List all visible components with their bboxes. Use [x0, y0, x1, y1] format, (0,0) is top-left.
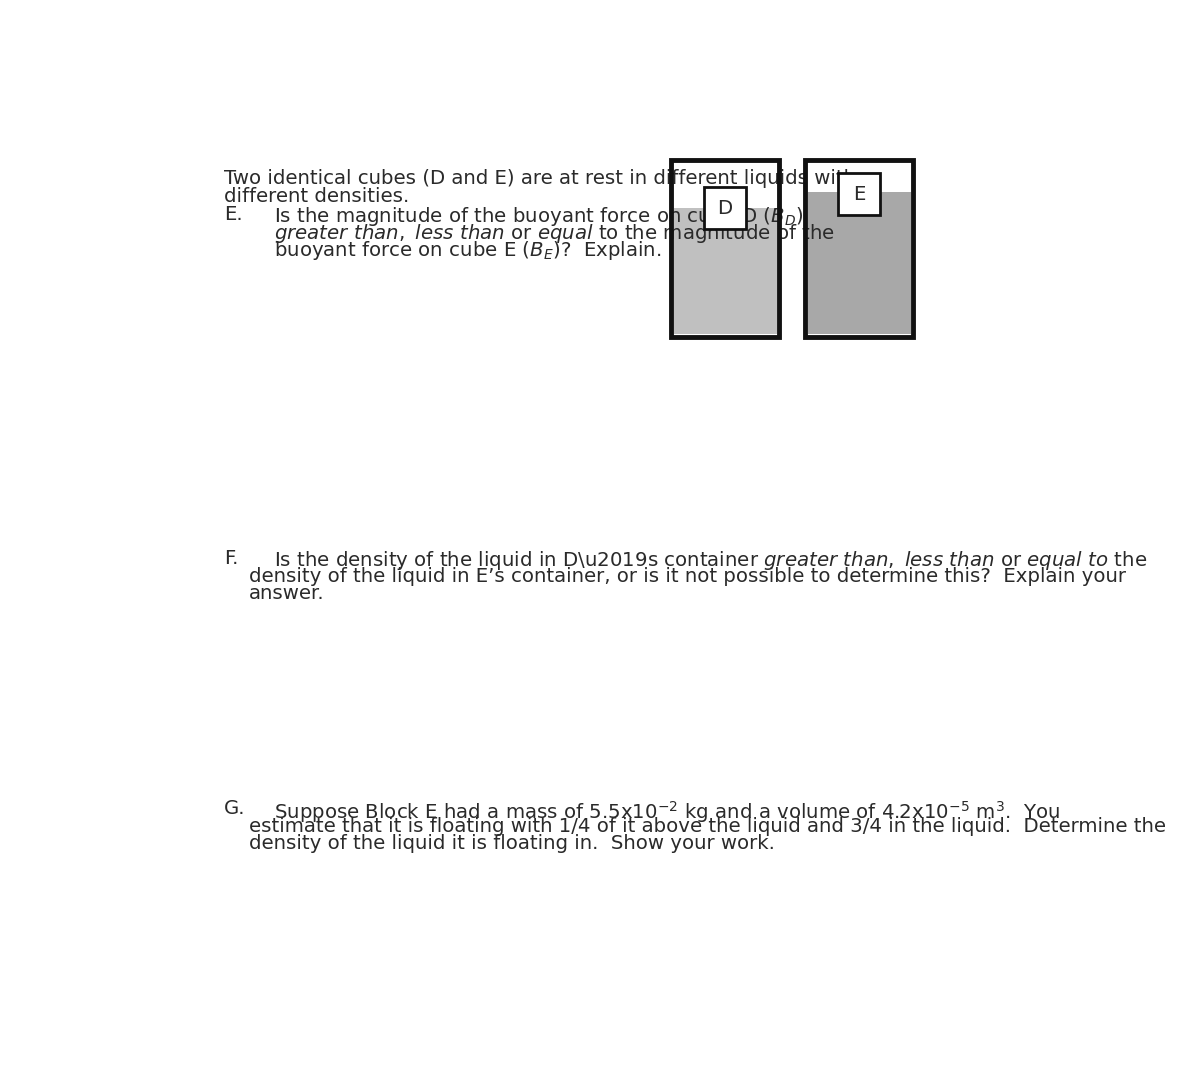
Text: buoyant force on cube E ($\mathit{B_E}$)?  Explain.: buoyant force on cube E ($\mathit{B_E}$)…: [274, 240, 661, 262]
Text: $\mathit{greater\ than,\ less\ than}$ or $\mathit{equal}$ to the magnitude of th: $\mathit{greater\ than,\ less\ than}$ or…: [274, 221, 835, 245]
Bar: [671, 160, 779, 337]
Bar: [703, 187, 746, 230]
Text: G.: G.: [223, 799, 245, 818]
Text: Suppose Block E had a mass of 5.5x10$^{-2}$ kg and a volume of 4.2x10$^{-5}$ m$^: Suppose Block E had a mass of 5.5x10$^{-…: [274, 799, 1060, 825]
Text: estimate that it is floating with 1/4 of it above the liquid and 3/4 in the liqu: estimate that it is floating with 1/4 of…: [250, 817, 1166, 835]
Text: D: D: [718, 198, 733, 218]
Text: answer.: answer.: [250, 584, 325, 603]
Bar: [673, 208, 776, 334]
Text: density of the liquid in E’s container, or is it not possible to determine this?: density of the liquid in E’s container, …: [250, 566, 1127, 586]
Text: Two identical cubes (D and E) are at rest in different liquids with: Two identical cubes (D and E) are at res…: [223, 169, 856, 188]
Text: E: E: [853, 185, 865, 204]
Text: F.: F.: [223, 549, 238, 567]
Text: density of the liquid it is floating in.  Show your work.: density of the liquid it is floating in.…: [250, 834, 775, 854]
Text: Is the density of the liquid in D\u2019s container $\mathit{greater\ than,\ less: Is the density of the liquid in D\u2019s…: [274, 549, 1147, 572]
Text: E.: E.: [223, 205, 242, 223]
Text: different densities.: different densities.: [223, 187, 409, 206]
Bar: [838, 173, 881, 216]
Bar: [805, 160, 913, 337]
Bar: [808, 193, 911, 334]
Text: Is the magnitude of the buoyant force on cube D ($\mathit{B_D}$): Is the magnitude of the buoyant force on…: [274, 205, 803, 228]
